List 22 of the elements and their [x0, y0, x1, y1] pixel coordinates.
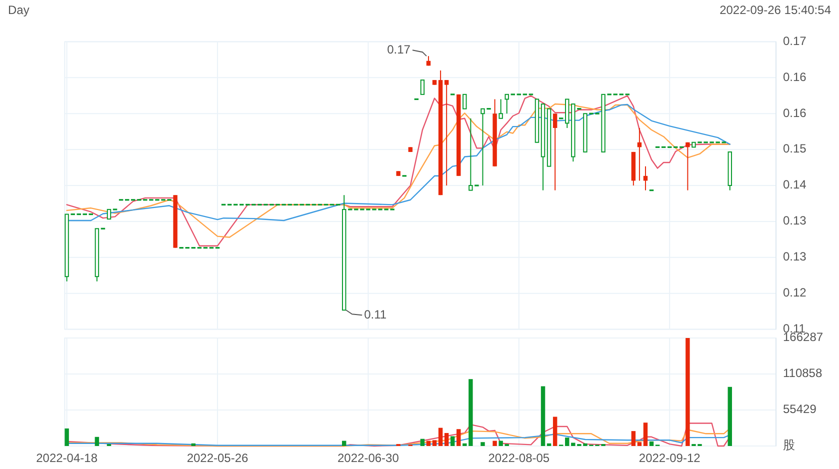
- chart-title: Day: [8, 3, 30, 17]
- y-tick-label: 110858: [783, 366, 822, 380]
- annotation: 0.17: [387, 42, 411, 56]
- annotation: 0.17: [387, 42, 427, 57]
- y-tick-label: 0.13: [783, 250, 807, 264]
- annotation: 0.11: [364, 307, 387, 322]
- y-tick-label: 股: [783, 438, 795, 452]
- x-tick-label: 2022-08-05: [488, 451, 550, 465]
- annotation: 0.11: [346, 307, 387, 322]
- y-tick-label: 0.13: [783, 214, 807, 228]
- y-tick-label: 0.14: [783, 178, 807, 192]
- x-tick-label: 2022-05-26: [186, 451, 249, 465]
- y-tick-label: 0.12: [783, 286, 807, 300]
- x-tick-label: 2022-06-30: [338, 451, 400, 465]
- y-tick-label: 0.16: [783, 70, 807, 84]
- y-tick-label: 0.16: [783, 106, 807, 120]
- y-tick-label: 55429: [783, 402, 817, 416]
- y-tick-label: 0.15: [783, 142, 807, 156]
- chart-subtitle: 2022-09-26 15:40:54: [720, 3, 832, 17]
- y-tick-label: 0.17: [783, 34, 807, 48]
- x-tick-label: 2022-09-12: [638, 451, 701, 465]
- x-tick-label: 2022-04-18: [36, 451, 98, 465]
